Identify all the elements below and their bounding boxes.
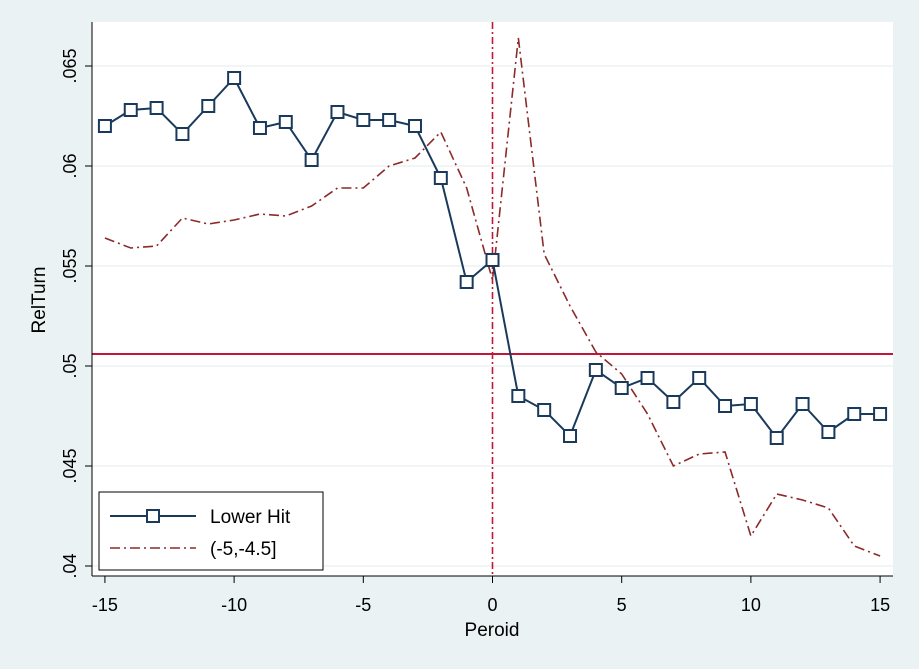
lower-hit-point <box>252 121 267 135</box>
y-tick-label: .05 <box>60 353 80 378</box>
y-tick-label: .065 <box>60 48 80 83</box>
lower-hit-point <box>382 113 397 127</box>
lower-hit-point <box>666 395 681 409</box>
lower-hit-point <box>718 399 733 413</box>
x-tick-label: 0 <box>487 595 497 615</box>
reference-lines <box>92 22 893 576</box>
lower-hit-point <box>640 371 655 385</box>
lower-hit-point <box>97 119 112 133</box>
x-tick-label: -5 <box>355 595 371 615</box>
lower-hit-point <box>149 101 164 115</box>
y-tick-label: .045 <box>60 448 80 483</box>
lower-hit-point <box>201 99 216 113</box>
lower-hit-point <box>743 397 758 411</box>
lower-hit-point <box>433 171 448 185</box>
x-tick-label: 5 <box>617 595 627 615</box>
lower-hit-point <box>278 115 293 129</box>
lower-hit-point <box>873 407 888 421</box>
lower-hit-point <box>769 431 784 445</box>
lower-hit-point <box>330 105 345 119</box>
series-lines <box>97 37 888 557</box>
series-line-5-4-5 <box>104 37 881 557</box>
legend-label-lower-hit: Lower Hit <box>210 507 291 528</box>
y-axis-title: RelTurn <box>29 267 50 334</box>
lower-hit-point <box>304 153 319 167</box>
y-tick-label: .06 <box>60 153 80 178</box>
lower-hit-point <box>692 371 707 385</box>
x-tick-label: -10 <box>221 595 247 615</box>
legend-marker-lower-hit <box>146 509 160 523</box>
lower-hit-point <box>511 389 526 403</box>
lower-hit-point <box>537 403 552 417</box>
x-tick-label: -15 <box>92 595 118 615</box>
ticks: .04 .045 .05 .055 .06 .065 -15 -10 -5 0 5 10 15 <box>60 48 890 615</box>
lower-hit-point <box>356 113 371 127</box>
lower-hit-point <box>795 397 810 411</box>
y-tick-label: .04 <box>60 553 80 578</box>
lower-hit-point <box>175 127 190 141</box>
lower-hit-point <box>614 381 629 395</box>
legend: Lower Hit (-5,-4.5] <box>98 491 324 571</box>
x-tick-label: 10 <box>741 595 761 615</box>
lower-hit-point <box>227 71 242 85</box>
lower-hit-point <box>563 429 578 443</box>
lower-hit-point <box>588 363 603 377</box>
lower-hit-point <box>407 119 422 133</box>
lower-hit-point <box>821 425 836 439</box>
lower-hit-point <box>459 275 474 289</box>
x-axis-title: Peroid <box>465 620 520 641</box>
lower-hit-point <box>123 103 138 117</box>
legend-label-5-4-5: (-5,-4.5] <box>210 539 277 560</box>
y-tick-label: .055 <box>60 248 80 283</box>
legend-box <box>98 491 324 571</box>
lower-hit-point <box>847 407 862 421</box>
lower-hit-point <box>485 253 500 267</box>
x-tick-label: 15 <box>870 595 890 615</box>
